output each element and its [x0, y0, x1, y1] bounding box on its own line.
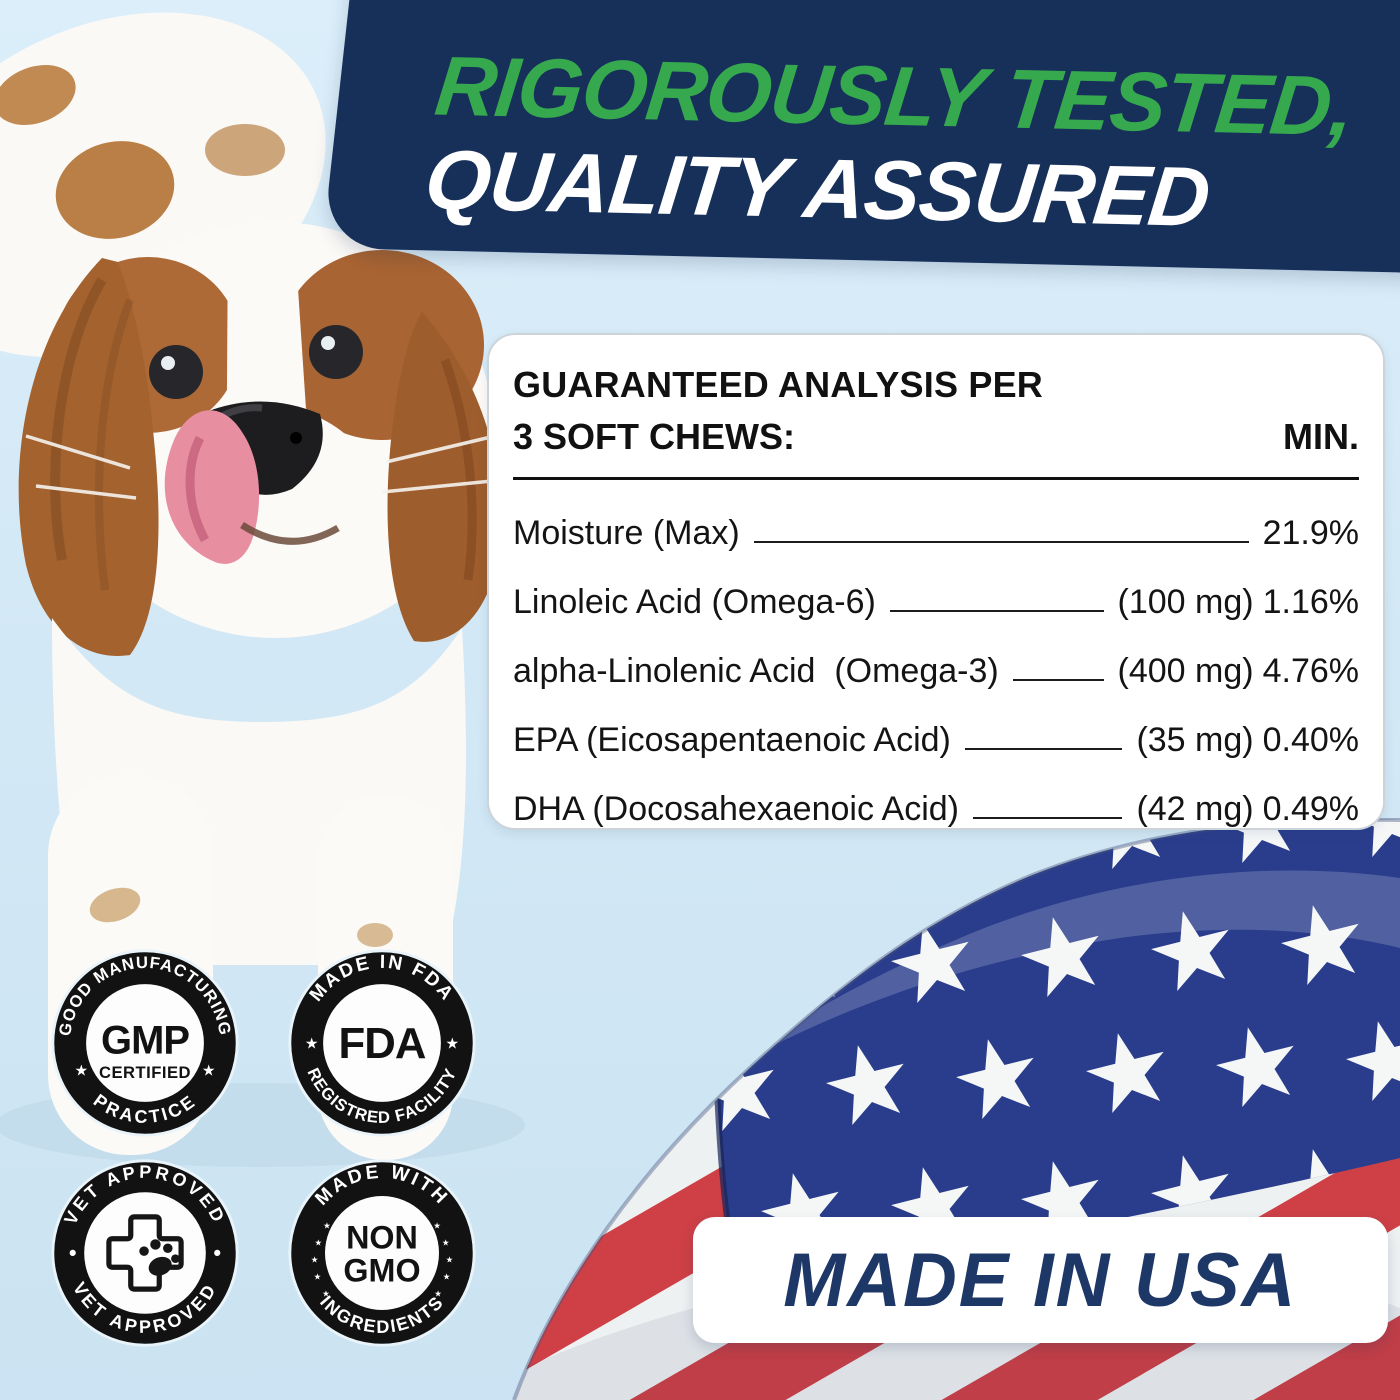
star-icon: ★	[315, 1237, 323, 1247]
analysis-title-line1: GUARANTEED ANALYSIS PER	[513, 364, 1044, 405]
nongmo-center-line2: GMO	[343, 1253, 420, 1289]
star-icon: ★	[305, 1036, 319, 1053]
nutrient-value: 1.16%	[1262, 583, 1359, 622]
star-icon: ★	[433, 1220, 441, 1230]
leader-line	[964, 748, 1123, 751]
nutrient-amount: (35 mg)	[1136, 721, 1254, 760]
leader-line	[889, 610, 1104, 613]
nutrient-value: 4.76%	[1262, 652, 1359, 691]
analysis-min-label: MIN.	[1283, 416, 1359, 458]
nutrient-label: EPA (Eicosapentaenoic Acid)	[513, 721, 951, 760]
puppy-whiskers	[25, 434, 503, 500]
star-icon: ★	[442, 1237, 450, 1247]
nongmo-side-stars: ★ ★ ★ ★ ★ ★ ★ ★ ★ ★	[311, 1220, 454, 1298]
puppy-photo	[0, 12, 525, 1167]
star-icon: ★	[443, 1272, 451, 1282]
guaranteed-analysis-card: GUARANTEED ANALYSIS PER 3 SOFT CHEWS: MI…	[487, 333, 1385, 830]
star-icon: ★	[434, 1289, 442, 1299]
nutrient-amount: (100 mg)	[1117, 583, 1254, 622]
nutrient-label: Moisture (Max)	[513, 514, 740, 553]
star-icon: ★	[445, 1036, 459, 1053]
nutrient-label: alpha-Linolenic Acid (Omega-3)	[513, 652, 999, 691]
headline-banner: RIGOROUSLY TESTED, QUALITY ASSURED	[322, 0, 1400, 279]
analysis-row: EPA (Eicosapentaenoic Acid) (35 mg) 0.40…	[513, 697, 1359, 766]
analysis-rows: Moisture (Max) 21.9% Linoleic Acid (Omeg…	[489, 480, 1383, 835]
dot-separator: •	[69, 1240, 77, 1266]
gmp-center-subtext: CERTIFIED	[99, 1063, 191, 1082]
star-icon: ★	[322, 1289, 330, 1299]
nutrient-label: Linoleic Acid (Omega-6)	[513, 583, 876, 622]
analysis-row: Moisture (Max) 21.9%	[513, 490, 1359, 559]
fda-center-text: FDA	[339, 1019, 426, 1068]
nutrient-label: DHA (Docosahexaenoic Acid)	[513, 790, 960, 829]
star-icon: ★	[446, 1255, 454, 1265]
gmp-center-text: GMP	[101, 1018, 189, 1062]
nutrient-value: 0.40%	[1262, 721, 1359, 760]
puppy-eyes	[149, 325, 363, 399]
made-in-usa-banner: MADE IN USA	[693, 1217, 1388, 1343]
star-icon: ★	[202, 1062, 216, 1079]
dot-separator: •	[213, 1240, 221, 1266]
star-icon: ★	[75, 1062, 89, 1079]
star-icon: ★	[311, 1255, 319, 1265]
made-in-usa-label: MADE IN USA	[783, 1237, 1298, 1323]
star-icon: ★	[314, 1272, 322, 1282]
nongmo-center-line1: NON	[346, 1219, 418, 1255]
gmp-certified-badge: GOOD MANUFACTURING PRACTICE ★ ★ GMP CERT…	[51, 949, 239, 1137]
analysis-row: DHA (Docosahexaenoic Acid) (42 mg) 0.49%	[513, 766, 1359, 835]
nutrient-value: 21.9%	[1262, 514, 1359, 553]
analysis-title-line2: 3 SOFT CHEWS:	[513, 416, 796, 458]
leader-line	[973, 817, 1123, 820]
puppy-tongue	[164, 410, 260, 564]
vet-approved-badge: VET APPROVED VET APPROVED • •	[51, 1159, 239, 1347]
non-gmo-badge: MADE WITH INGREDIENTS ★ ★ ★ ★ ★ ★ ★ ★ ★ …	[288, 1159, 476, 1347]
star-icon: ★	[323, 1220, 331, 1230]
analysis-divider	[513, 477, 1359, 481]
analysis-row: alpha-Linolenic Acid (Omega-3) (400 mg) …	[513, 628, 1359, 697]
leader-line	[1012, 679, 1104, 682]
headline-line2: QUALITY ASSURED	[420, 132, 1214, 244]
leader-line	[753, 541, 1249, 544]
nutrient-amount: (42 mg)	[1136, 790, 1254, 829]
nutrient-value: 0.49%	[1262, 790, 1359, 829]
fda-registered-badge: MADE IN FDA REGISTRED FACILITY ★ ★ FDA	[288, 949, 476, 1137]
puppy-muzzle	[25, 401, 503, 564]
analysis-row: Linoleic Acid (Omega-6) (100 mg) 1.16%	[513, 559, 1359, 628]
nutrient-amount: (400 mg)	[1117, 652, 1254, 691]
vet-cross-paw-icon	[106, 1214, 184, 1292]
